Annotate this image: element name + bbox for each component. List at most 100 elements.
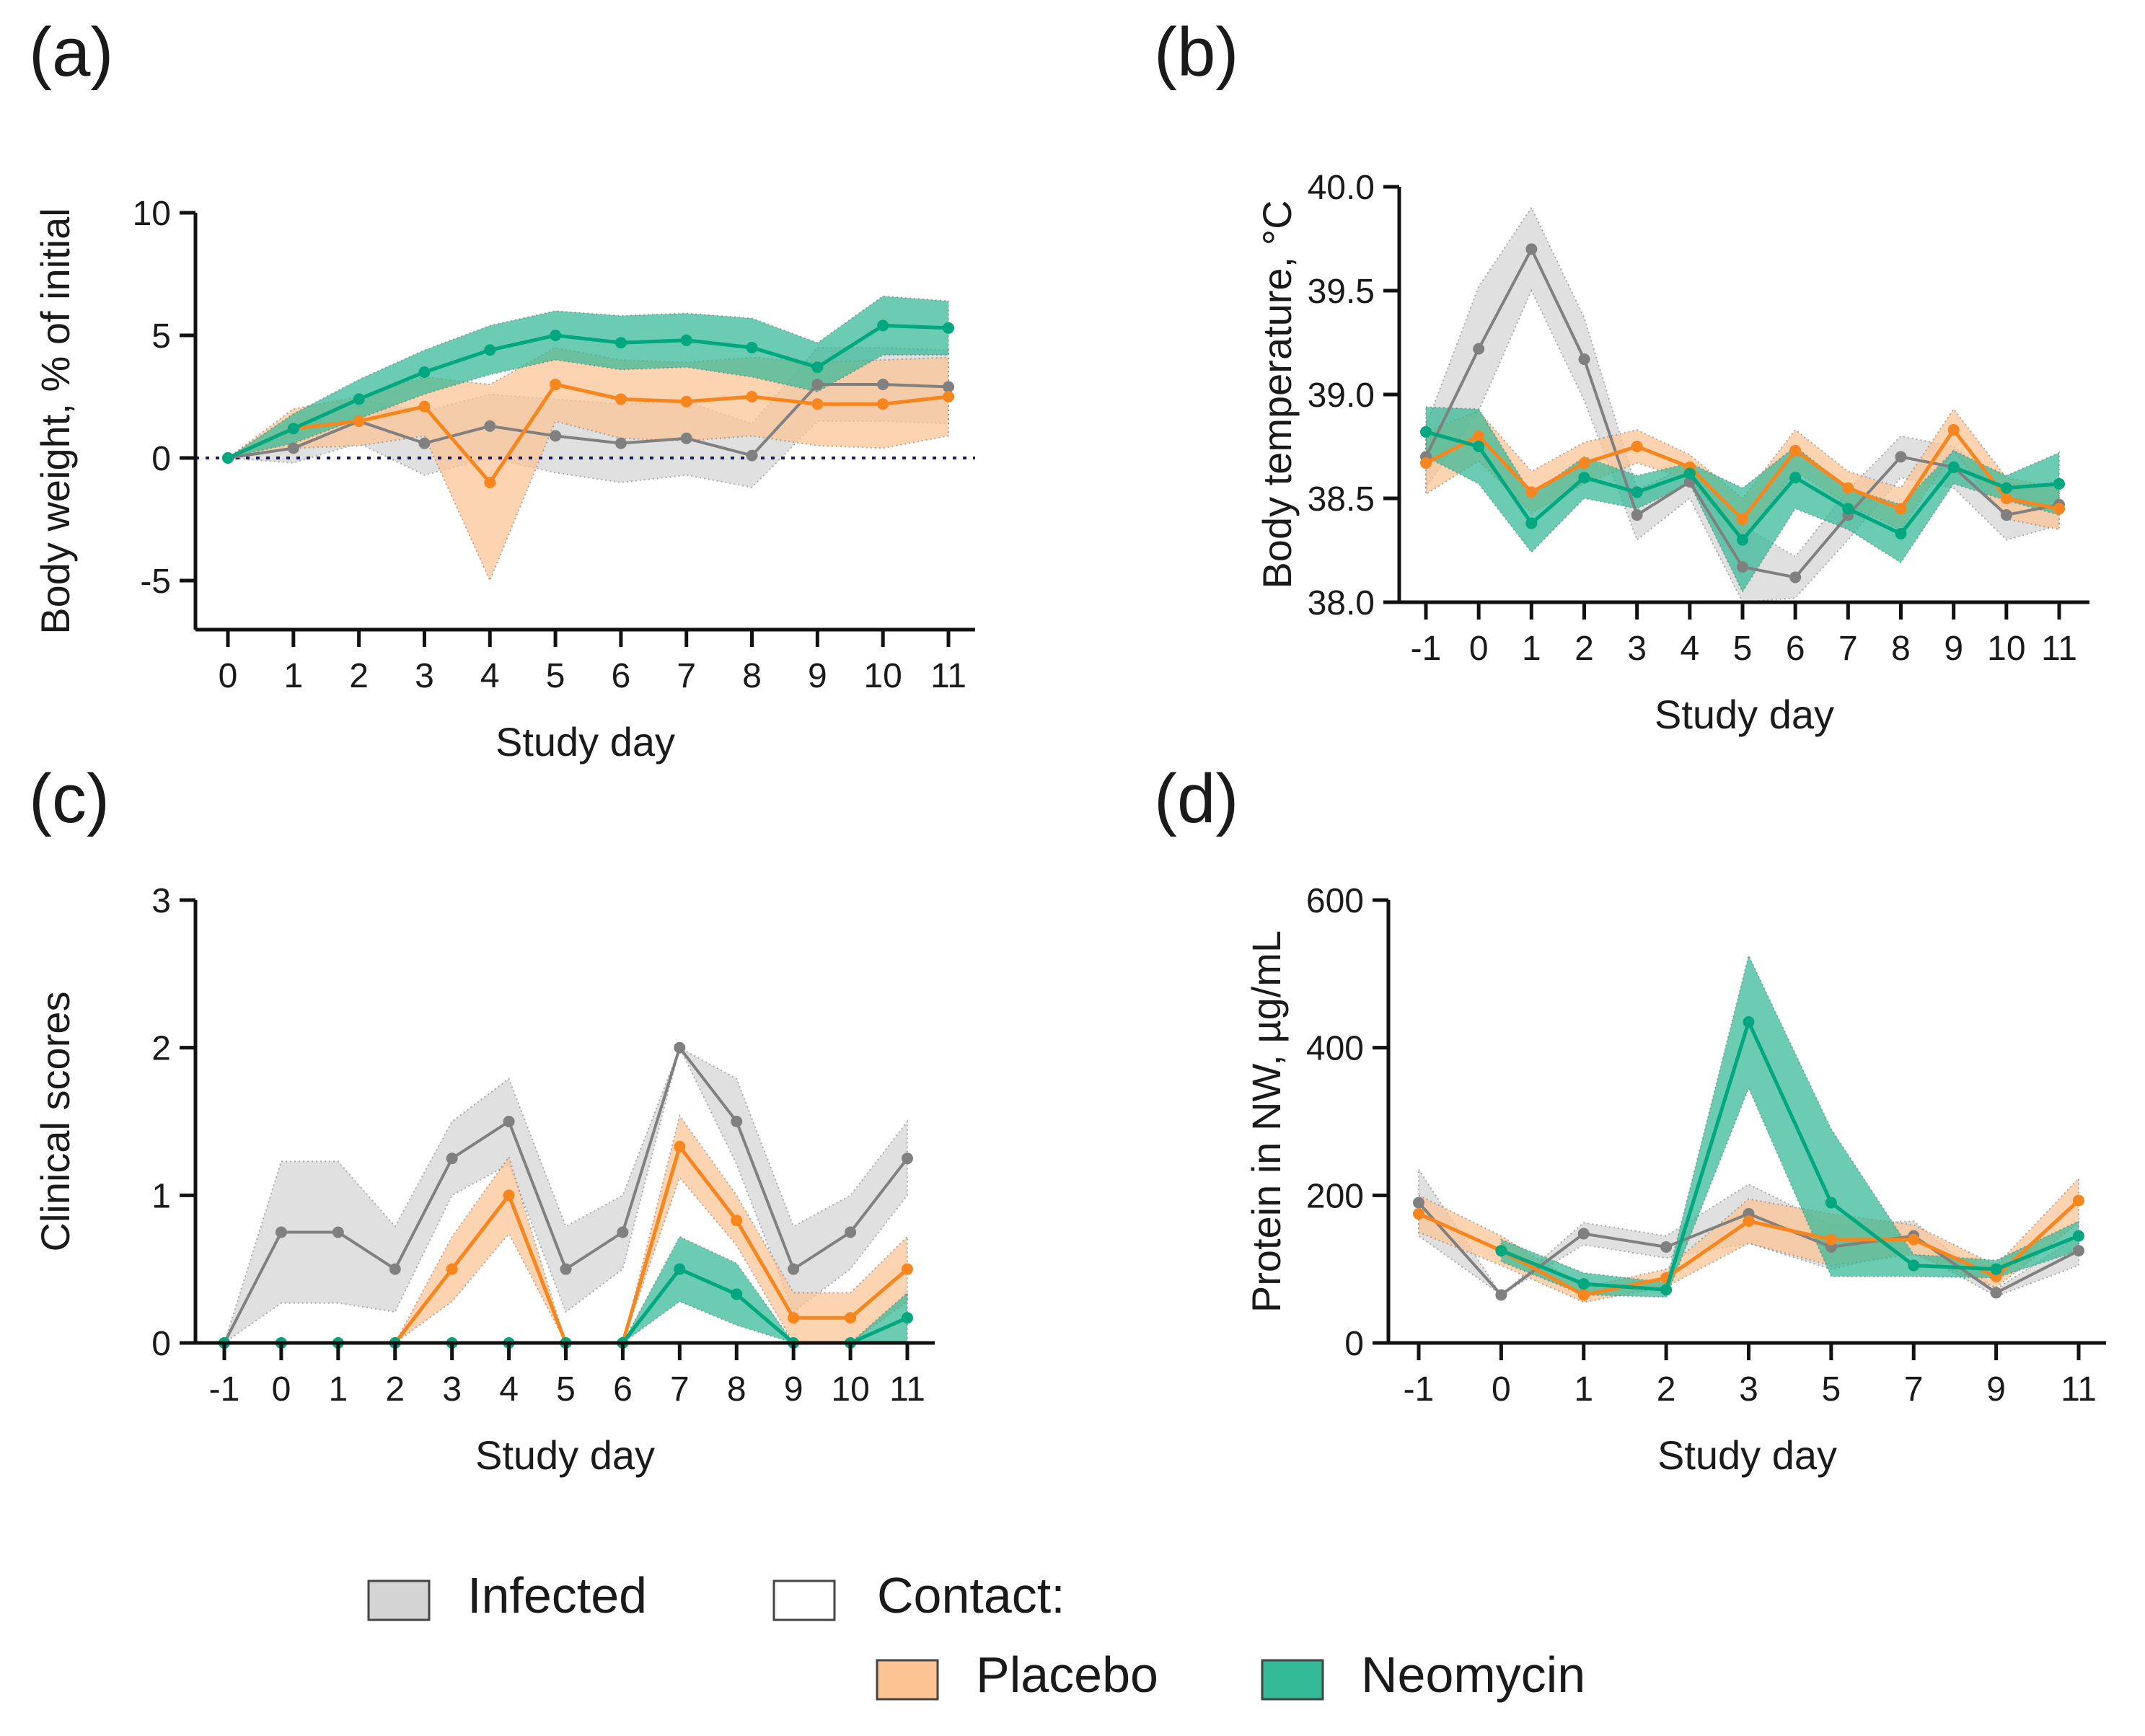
infected-point: [1660, 1241, 1673, 1253]
x-tick-label: -1: [209, 1370, 240, 1409]
placebo-point: [1420, 457, 1432, 470]
infected-point: [1473, 343, 1485, 355]
x-tick-label: 1: [283, 657, 303, 695]
neomycin-line: [1500, 1016, 2079, 1292]
x-tick-label: 6: [1786, 630, 1805, 668]
neomycin-point: [2053, 477, 2065, 490]
x-tick-label: -1: [1404, 1370, 1435, 1409]
neomycin-point: [1683, 467, 1696, 480]
placebo-point: [1631, 441, 1643, 452]
neomycin-point: [877, 320, 889, 332]
panel-a: (a) 10 5 0 -5 0 1 2 3 4 5 6 7 8 9 10 11 Study day Body wei…: [29, 14, 975, 765]
y-axis-title: Body weight, % of initial: [32, 208, 78, 634]
x-tick-label: 2: [1657, 1370, 1676, 1409]
placebo-point: [877, 398, 889, 410]
infected-point: [617, 1226, 629, 1238]
placebo-point: [731, 1215, 743, 1227]
neomycin-point: [550, 330, 562, 341]
x-tick-label: 2: [1574, 630, 1594, 668]
x-tick-label: 0: [272, 1370, 291, 1409]
placebo-point: [2000, 493, 2012, 504]
x-tick-label: -1: [1411, 630, 1442, 668]
placebo-point: [418, 400, 431, 413]
legend-swatch-placebo: [876, 1659, 939, 1701]
legend-label-placebo: Placebo: [976, 1647, 1158, 1703]
infected-point: [1525, 243, 1538, 255]
placebo-point: [1825, 1233, 1837, 1246]
infected-point: [2000, 509, 2012, 521]
infected-point: [943, 381, 954, 393]
infected-point: [674, 1041, 686, 1054]
infected-point: [788, 1263, 800, 1275]
neomycin-point: [943, 322, 954, 334]
placebo-point: [680, 395, 692, 407]
neomycin-point: [1660, 1284, 1673, 1296]
x-tick-label: 5: [1822, 1370, 1841, 1409]
legend-swatch-infected: [367, 1579, 431, 1621]
neomycin-band: [1500, 953, 2079, 1298]
neomycin-point: [674, 1263, 686, 1275]
x-tick-label: 4: [1680, 630, 1699, 668]
neomycin-point: [1495, 1245, 1507, 1257]
placebo-point: [2073, 1194, 2084, 1207]
plot-area: [195, 295, 975, 583]
placebo-point: [1578, 457, 1590, 470]
x-tick-label: 10: [831, 1370, 869, 1409]
infected-point: [1578, 353, 1590, 366]
placebo-point: [1525, 486, 1538, 498]
x-tick-label: 9: [784, 1370, 803, 1409]
placebo-point: [943, 391, 954, 402]
x-tick-label: 8: [727, 1370, 746, 1409]
neomycin-point: [1578, 472, 1590, 484]
x-tick-label: 10: [1987, 630, 2025, 668]
y-tick-label: 0: [151, 1325, 171, 1363]
panel-label: (d): [1154, 760, 1238, 837]
neomycin-point: [902, 1312, 913, 1324]
infected-point: [1737, 561, 1748, 573]
neomycin-line: [226, 323, 949, 460]
x-tick-label: 3: [415, 657, 434, 695]
x-tick-label: 0: [1469, 630, 1489, 668]
legend-label-contact: Contact:: [877, 1567, 1065, 1623]
neomycin-point: [680, 334, 692, 346]
neomycin-point: [484, 344, 496, 356]
infected-point: [1895, 451, 1907, 463]
infected-point: [746, 449, 758, 462]
neomycin-point: [746, 342, 758, 353]
x-tick-label: 6: [613, 1370, 633, 1409]
x-tick-label: 7: [670, 1370, 690, 1409]
x-tick-label: 8: [1891, 630, 1911, 668]
y-tick-label: 39.0: [1308, 376, 1375, 415]
x-tick-label: 3: [1739, 1370, 1758, 1409]
infected-point: [389, 1263, 401, 1275]
neomycin-point: [1473, 441, 1485, 452]
neomycin-point: [1825, 1197, 1837, 1209]
panel-b: (b) 40.0 39.5 39.0 38.5 38.0 -1 0 1 2 3 4 5 6 7 8 9 10 11 S…: [1154, 14, 2089, 737]
neomycin-point: [811, 361, 824, 374]
placebo-point: [902, 1263, 913, 1275]
infected-point: [418, 437, 431, 449]
placebo-point: [1743, 1215, 1755, 1228]
neomycin-point: [2073, 1230, 2084, 1242]
x-tick-label: 5: [1733, 630, 1753, 668]
placebo-point: [1577, 1289, 1590, 1301]
x-tick-label: 10: [863, 657, 902, 695]
neomycin-point: [1947, 461, 1960, 473]
neomycin-point: [615, 337, 627, 349]
y-tick-label: 2: [151, 1030, 171, 1068]
x-tick-label: 5: [546, 657, 565, 695]
infected-point: [1631, 509, 1643, 521]
y-tick-label: 1: [151, 1177, 171, 1215]
neomycin-point: [2000, 482, 2012, 494]
y-tick-label: 38.0: [1308, 584, 1375, 622]
neomycin-point: [1737, 534, 1748, 546]
x-tick-label: 7: [677, 657, 696, 695]
x-tick-label: 3: [1627, 630, 1647, 668]
y-tick-label: 200: [1306, 1177, 1364, 1215]
placebo-point: [484, 477, 496, 488]
x-axis-title: Study day: [495, 719, 675, 765]
placebo-point: [353, 415, 365, 427]
x-tick-label: 5: [556, 1370, 576, 1409]
y-tick-label: 600: [1306, 882, 1364, 920]
